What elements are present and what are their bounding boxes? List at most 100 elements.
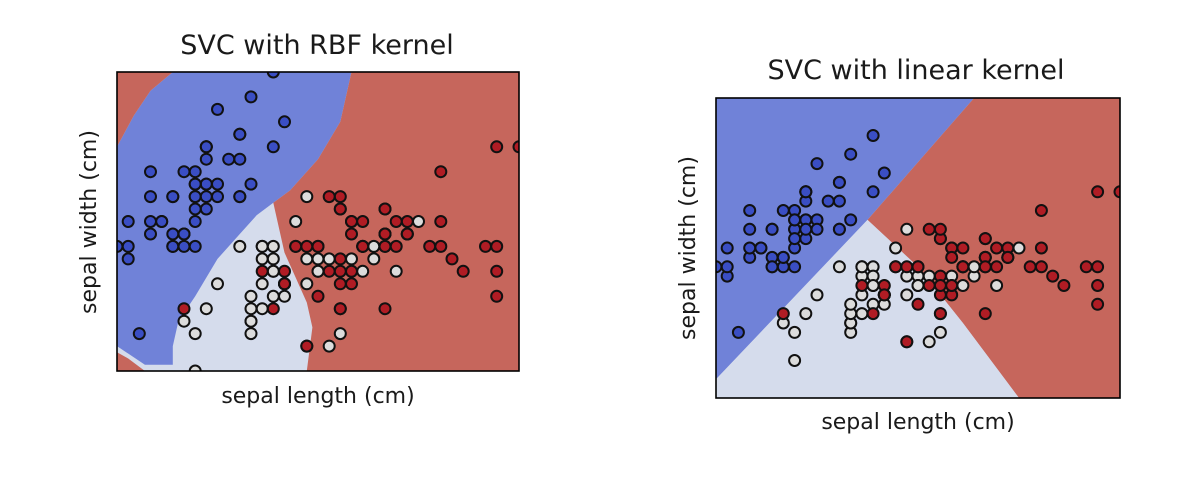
data-point-class-0: [278, 115, 291, 129]
decision-regions: [716, 98, 1120, 398]
data-point-class-2: [322, 264, 336, 278]
data-point-class-1: [199, 302, 213, 316]
data-point-class-0: [743, 204, 757, 217]
data-point-class-0: [244, 177, 258, 191]
scatter-points: [117, 72, 519, 371]
data-point-class-2: [1034, 241, 1048, 255]
data-point-class-2: [1091, 279, 1105, 292]
data-point-class-1: [832, 260, 846, 274]
data-point-class-0: [144, 190, 157, 204]
data-point-class-0: [799, 185, 813, 199]
data-point-class-0: [188, 177, 202, 191]
data-point-class-1: [300, 252, 314, 266]
data-point-class-1: [255, 239, 269, 253]
data-point-class-2: [1034, 204, 1048, 217]
data-point-class-2: [434, 215, 448, 228]
y-axis-label: sepal width (cm): [77, 130, 102, 314]
data-point-class-0: [211, 177, 224, 191]
data-point-class-2: [289, 239, 303, 253]
data-point-class-2: [322, 190, 336, 204]
data-point-class-0: [844, 147, 858, 161]
subplot-rbf-kernel: SVC with RBF kernel sepal length (cm) se…: [77, 30, 520, 409]
data-point-class-0: [199, 140, 213, 154]
data-point-class-2: [378, 227, 392, 241]
decision-region-class-2: [117, 352, 145, 371]
data-point-class-2: [278, 277, 291, 291]
data-point-class-0: [166, 227, 180, 241]
data-point-class-1: [266, 289, 280, 303]
data-point-class-2: [933, 222, 947, 236]
data-point-class-0: [166, 190, 180, 204]
data-point-class-1: [300, 277, 314, 291]
data-point-class-0: [731, 325, 745, 339]
data-point-class-2: [866, 307, 880, 321]
data-point-class-2: [333, 190, 347, 204]
data-point-class-1: [333, 327, 347, 341]
data-point-class-2: [378, 202, 392, 216]
data-point-class-1: [300, 190, 314, 204]
data-point-class-0: [188, 165, 202, 179]
data-point-class-2: [1113, 185, 1120, 199]
data-point-class-2: [512, 140, 519, 154]
data-point-class-2: [1046, 269, 1060, 283]
data-point-class-0: [799, 222, 813, 236]
data-point-class-1: [322, 252, 336, 266]
data-point-class-0: [788, 213, 802, 227]
data-point-class-0: [776, 204, 790, 217]
data-point-class-0: [866, 129, 880, 142]
data-point-class-2: [490, 140, 504, 154]
data-point-class-1: [244, 289, 258, 303]
data-point-class-2: [1023, 260, 1037, 274]
data-point-class-0: [233, 152, 247, 166]
data-point-class-2: [356, 215, 370, 228]
data-point-class-0: [233, 127, 247, 141]
data-point-class-2: [400, 227, 414, 241]
data-point-class-0: [233, 190, 247, 204]
data-point-class-0: [155, 215, 169, 228]
data-point-class-2: [1057, 279, 1071, 292]
decision-region-class-1: [716, 219, 1019, 398]
data-point-class-2: [434, 165, 448, 179]
data-point-class-2: [356, 239, 370, 253]
data-point-class-1: [900, 222, 914, 236]
data-point-class-2: [490, 264, 504, 278]
chart-title: SVC with RBF kernel: [180, 30, 453, 61]
data-point-class-2: [333, 264, 347, 278]
data-point-class-1: [810, 288, 824, 302]
data-point-class-2: [1091, 185, 1105, 199]
data-point-class-2: [255, 264, 269, 278]
data-point-class-1: [799, 307, 813, 321]
data-point-class-2: [776, 307, 790, 321]
decision-region-class-2: [117, 72, 173, 147]
data-point-class-2: [1001, 250, 1015, 264]
data-point-class-1: [788, 325, 802, 339]
data-point-class-1: [356, 264, 370, 278]
data-point-class-0: [810, 157, 824, 171]
data-point-class-2: [978, 307, 992, 321]
data-point-class-1: [855, 260, 869, 274]
data-point-class-2: [1091, 260, 1105, 274]
scatter-points: [716, 129, 1120, 367]
data-point-class-1: [922, 335, 936, 349]
data-point-class-2: [423, 239, 437, 253]
data-point-class-1: [266, 264, 280, 278]
data-point-class-0: [743, 222, 757, 236]
data-point-class-0: [177, 239, 191, 253]
data-point-class-1: [345, 252, 358, 266]
data-point-class-0: [211, 102, 224, 116]
data-point-class-0: [121, 215, 135, 228]
data-point-class-2: [378, 302, 392, 316]
data-point-class-2: [333, 277, 347, 291]
data-point-class-0: [832, 222, 846, 236]
data-point-class-1: [244, 327, 258, 341]
data-point-class-0: [144, 165, 157, 179]
data-point-class-0: [788, 232, 802, 246]
data-point-class-2: [378, 239, 392, 253]
data-point-class-1: [367, 252, 381, 266]
data-point-class-1: [367, 239, 381, 253]
data-point-class-0: [832, 175, 846, 189]
data-point-class-1: [844, 297, 858, 311]
data-point-class-0: [199, 152, 213, 166]
data-point-class-1: [188, 327, 202, 341]
